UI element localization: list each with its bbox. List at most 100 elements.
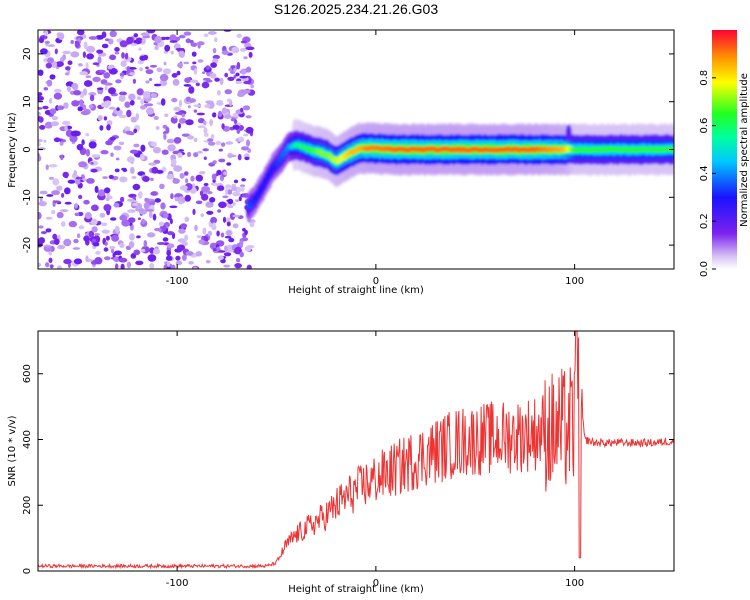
noise-blob	[124, 52, 129, 60]
noise-blob	[95, 35, 104, 40]
noise-blob	[162, 237, 169, 242]
noise-blob	[197, 125, 206, 129]
noise-blob	[188, 86, 195, 94]
noise-blob	[97, 221, 102, 225]
noise-blob	[94, 185, 99, 193]
noise-blob	[146, 107, 155, 115]
noise-blob	[226, 230, 232, 237]
noise-blob	[203, 120, 207, 126]
noise-blob	[193, 104, 202, 108]
noise-blob	[191, 51, 197, 57]
y-tick-label: 0	[22, 146, 33, 152]
noise-blob	[109, 245, 116, 250]
noise-blob	[196, 235, 202, 239]
snr-frame	[37, 330, 675, 572]
noise-blob	[140, 144, 146, 152]
noise-blob	[99, 125, 104, 131]
noise-blob	[89, 94, 95, 102]
noise-blob	[162, 213, 169, 219]
noise-blob	[65, 66, 71, 71]
noise-blob	[160, 202, 166, 210]
noise-blob	[147, 232, 156, 238]
noise-blob	[38, 37, 45, 44]
noise-blob	[111, 248, 114, 254]
noise-blob	[85, 148, 91, 157]
noise-blob	[132, 183, 141, 191]
noise-blob	[217, 90, 221, 96]
noise-blob	[76, 30, 85, 36]
noise-blob	[190, 42, 198, 47]
noise-blob	[197, 43, 201, 49]
noise-blob	[129, 100, 135, 106]
noise-blob	[64, 201, 72, 205]
noise-blob	[209, 197, 216, 203]
noise-blob	[233, 74, 237, 79]
noise-blob	[214, 77, 220, 82]
noise-blob	[205, 100, 214, 104]
noise-blob	[170, 159, 177, 165]
noise-blob	[166, 231, 174, 236]
noise-blob	[88, 92, 97, 96]
noise-blob	[232, 124, 240, 130]
noise-blob	[169, 34, 177, 42]
noise-blob	[119, 91, 127, 96]
noise-blob	[97, 115, 103, 121]
noise-blob	[48, 97, 53, 104]
y-tick-label: 10	[22, 95, 33, 108]
noise-blob	[108, 174, 114, 180]
noise-blob	[83, 235, 90, 242]
noise-blob	[114, 225, 120, 234]
noise-blob	[178, 228, 186, 234]
noise-blob	[147, 254, 157, 262]
noise-blob	[240, 184, 246, 188]
noise-blob	[69, 135, 78, 143]
noise-blob	[136, 96, 142, 100]
noise-blob	[140, 248, 146, 253]
noise-blob	[140, 105, 147, 110]
noise-blob	[183, 84, 192, 87]
noise-blob	[82, 88, 88, 96]
noise-blob	[113, 250, 122, 256]
noise-blob	[97, 189, 106, 197]
colorbar-gradient	[712, 30, 737, 269]
noise-blob	[193, 137, 198, 143]
x-tick-label: 100	[565, 276, 584, 287]
noise-blob	[156, 67, 163, 73]
y-tick-label: 200	[22, 496, 33, 515]
noise-blob	[60, 139, 67, 143]
noise-blob	[52, 200, 61, 204]
noise-blob	[40, 48, 48, 55]
noise-blob	[73, 258, 83, 265]
ridge-mark	[267, 170, 273, 177]
noise-blob	[211, 182, 218, 186]
noise-blob	[48, 176, 55, 180]
noise-blob	[62, 50, 71, 55]
noise-blob	[124, 101, 131, 108]
noise-blob	[55, 61, 64, 67]
noise-blob	[101, 43, 109, 49]
noise-blob	[241, 146, 249, 151]
noise-blob	[227, 198, 234, 205]
noise-blob	[154, 227, 162, 232]
noise-blob	[166, 138, 175, 144]
noise-blob	[40, 231, 47, 235]
noise-blob	[95, 250, 101, 255]
noise-blob	[240, 186, 245, 192]
noise-blob	[148, 78, 153, 81]
noise-blob	[245, 126, 254, 134]
noise-blob	[245, 46, 255, 51]
noise-blob	[88, 104, 94, 109]
noise-blob	[228, 237, 235, 243]
noise-blob	[141, 218, 146, 224]
noise-blob	[54, 48, 58, 55]
noise-blob	[52, 178, 60, 186]
noise-blob	[48, 164, 58, 168]
snr-line-marks	[38, 331, 674, 570]
noise-blob	[205, 79, 213, 83]
noise-blob	[184, 77, 192, 83]
noise-blob	[103, 116, 108, 121]
noise-blob	[198, 239, 205, 245]
noise-blob	[145, 69, 154, 75]
noise-blob	[63, 258, 72, 265]
noise-blob	[172, 78, 180, 86]
